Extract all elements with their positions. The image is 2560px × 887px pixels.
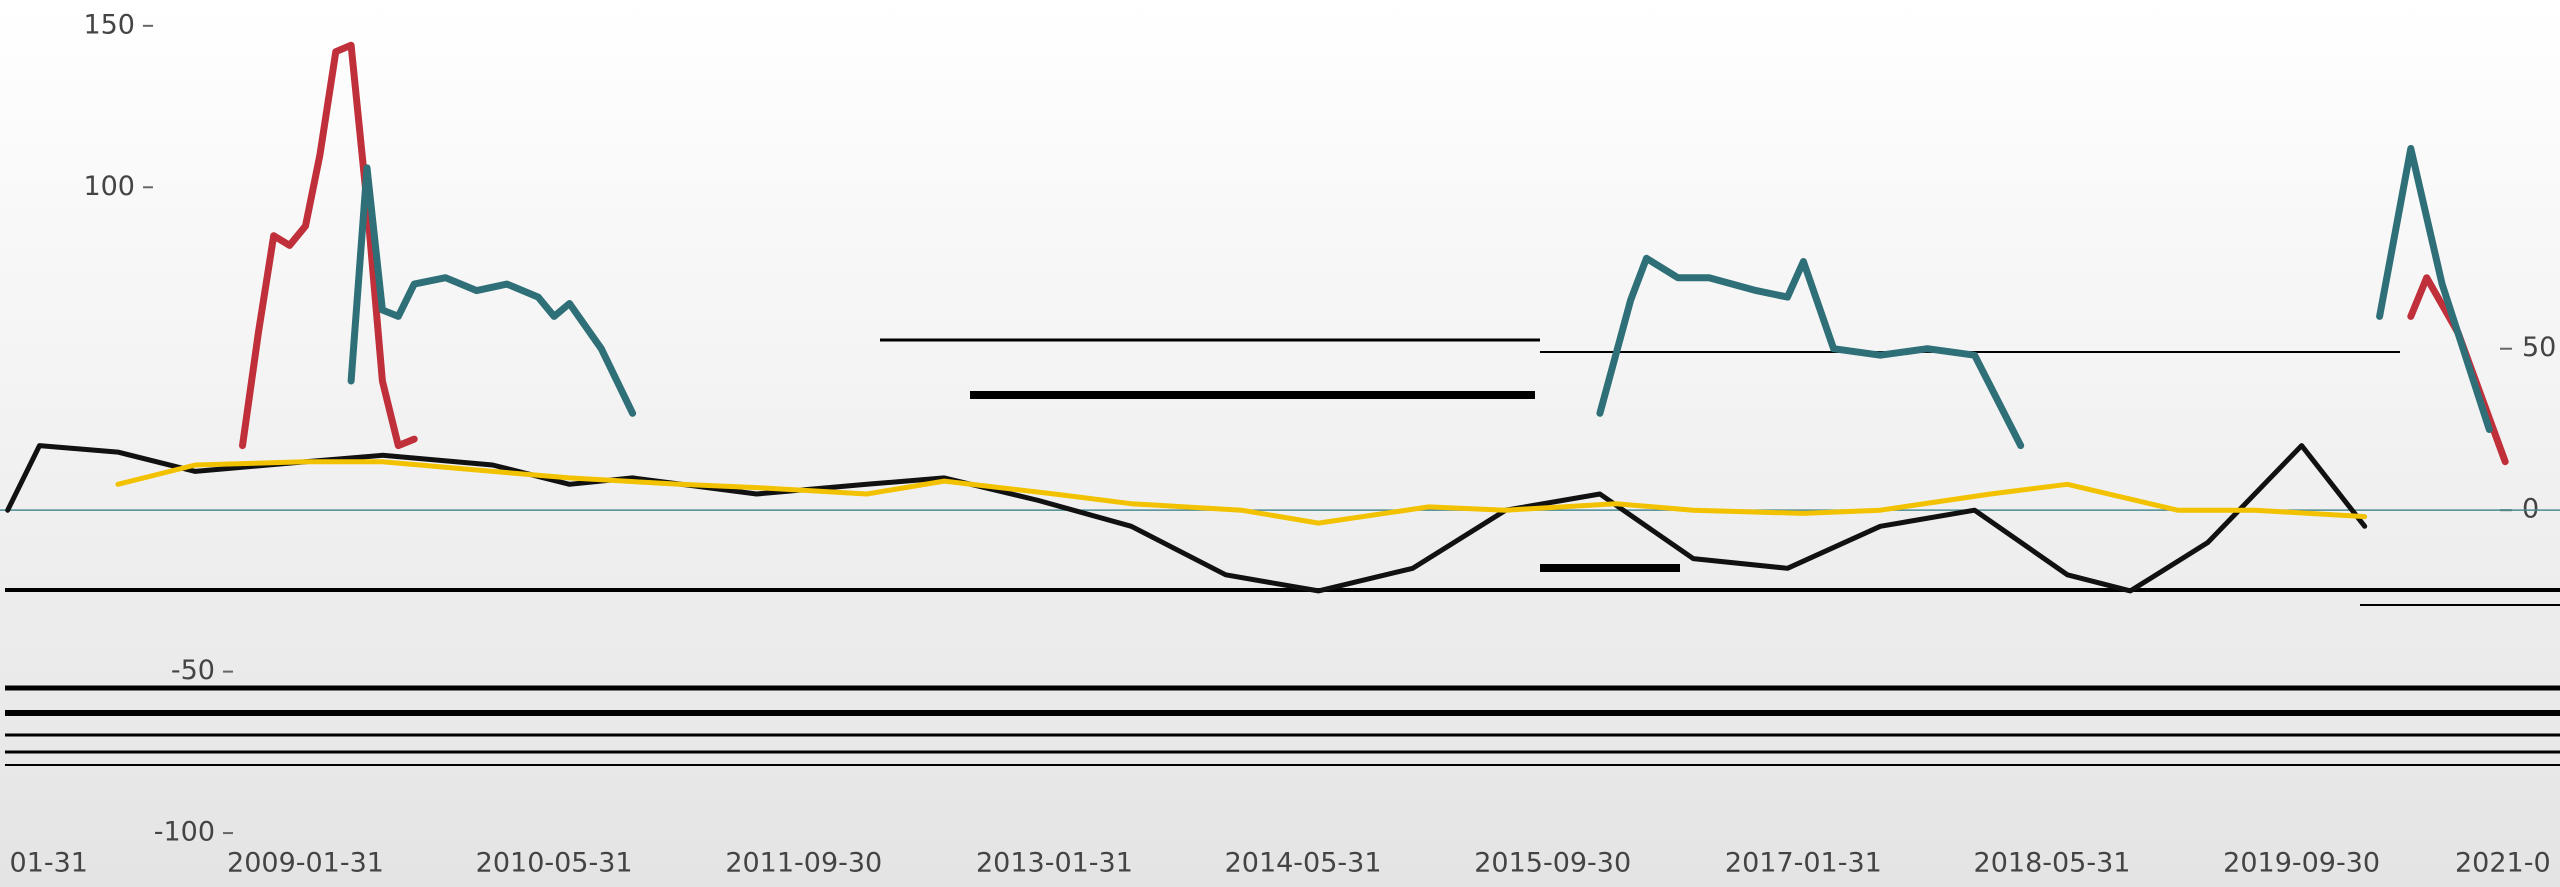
series-line xyxy=(2376,145,2493,433)
y-tick-label: 150 xyxy=(83,9,135,40)
x-tick-label: 2015-09-30 xyxy=(1474,848,1631,879)
x-tick-label: 2010-05-31 xyxy=(476,848,633,879)
y-tick-label: -100 xyxy=(154,817,215,848)
x-tick-label: 2019-09-30 xyxy=(2223,848,2380,879)
series-line xyxy=(115,459,2368,526)
y2-tick-label: 0 xyxy=(2522,494,2539,525)
x-tick-label: 2013-01-31 xyxy=(976,848,1133,879)
series-line xyxy=(239,41,418,450)
series-line xyxy=(347,164,637,417)
y-tick-label: 100 xyxy=(83,171,135,202)
x-tick-label: 2021-0 xyxy=(2455,848,2551,879)
x-tick-label: 01-31 xyxy=(10,848,88,879)
series-line xyxy=(5,443,2368,594)
x-tick-label: 2017-01-31 xyxy=(1725,848,1882,879)
x-tick-label: 2009-01-31 xyxy=(227,848,384,879)
plot-area xyxy=(5,41,2509,594)
y2-tick-label: 50 xyxy=(2522,332,2556,363)
y-tick-label: -50 xyxy=(171,655,215,686)
series-line xyxy=(1596,254,2025,450)
x-tick-label: 2014-05-31 xyxy=(1225,848,1382,879)
axes: -100 -50 100 150 0 50 01-31 2009-01-31 2010-05-3… xyxy=(0,9,2560,879)
x-tick-label: 2011-09-30 xyxy=(725,848,882,879)
x-tick-label: 2018-05-31 xyxy=(1974,848,2131,879)
